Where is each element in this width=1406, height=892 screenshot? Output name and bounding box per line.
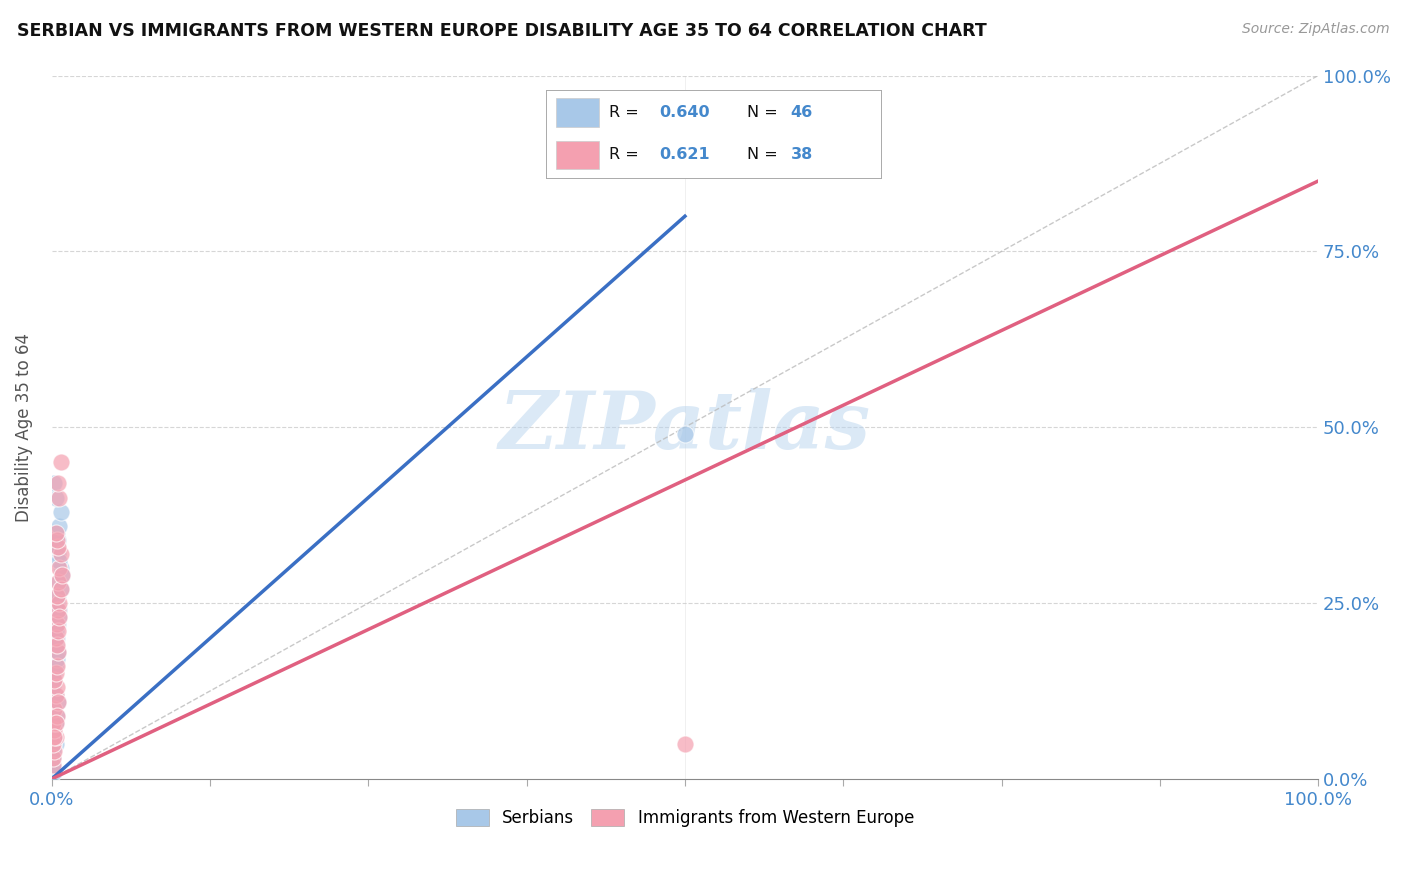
Point: [46, 540, 69, 554]
Point: [45, 659, 67, 673]
Point: [45, 652, 67, 666]
Point: [45, 540, 67, 554]
Point: [45, 659, 67, 673]
Point: [45, 688, 67, 702]
Point: [48, 610, 70, 624]
Point: [46, 533, 69, 547]
Point: [45, 730, 67, 744]
Text: Source: ZipAtlas.com: Source: ZipAtlas.com: [1241, 22, 1389, 37]
Point: [48, 596, 70, 610]
Point: [51, 568, 73, 582]
Y-axis label: Disability Age 35 to 64: Disability Age 35 to 64: [15, 333, 32, 522]
Point: [44, 701, 66, 715]
Point: [46, 603, 69, 617]
Point: [45, 589, 67, 603]
Point: [46, 624, 69, 639]
Point: [45, 617, 67, 632]
Point: [48, 518, 70, 533]
Point: [45, 688, 67, 702]
Point: [42, 757, 65, 772]
Point: [44, 476, 66, 491]
Point: [45, 596, 67, 610]
Legend: Serbians, Immigrants from Western Europe: Serbians, Immigrants from Western Europe: [449, 803, 921, 834]
Text: SERBIAN VS IMMIGRANTS FROM WESTERN EUROPE DISABILITY AGE 35 TO 64 CORRELATION CH: SERBIAN VS IMMIGRANTS FROM WESTERN EUROP…: [17, 22, 987, 40]
Point: [46, 645, 69, 659]
Point: [46, 574, 69, 589]
Point: [46, 589, 69, 603]
Point: [48, 561, 70, 575]
Point: [44, 723, 66, 737]
Point: [45, 525, 67, 540]
Point: [49, 505, 72, 519]
Point: [49, 582, 72, 596]
Point: [46, 694, 69, 708]
Point: [42, 723, 65, 737]
Point: [48, 603, 70, 617]
Point: [45, 533, 67, 547]
Text: ZIPatlas: ZIPatlas: [499, 389, 870, 466]
Point: [44, 730, 66, 744]
Point: [42, 715, 65, 730]
Point: [49, 455, 72, 469]
Point: [44, 730, 66, 744]
Point: [46, 645, 69, 659]
Point: [51, 568, 73, 582]
Point: [42, 744, 65, 758]
Point: [46, 476, 69, 491]
Point: [45, 715, 67, 730]
Point: [42, 715, 65, 730]
Point: [48, 574, 70, 589]
Point: [44, 730, 66, 744]
Point: [42, 757, 65, 772]
Point: [46, 617, 69, 632]
Point: [45, 632, 67, 646]
Point: [49, 582, 72, 596]
Point: [45, 715, 67, 730]
Point: [46, 547, 69, 561]
Point: [45, 638, 67, 652]
Point: [42, 744, 65, 758]
Point: [48, 610, 70, 624]
Point: [42, 751, 65, 765]
Point: [45, 638, 67, 652]
Point: [42, 751, 65, 765]
Point: [48, 491, 70, 505]
Point: [45, 632, 67, 646]
Point: [42, 737, 65, 751]
Point: [42, 751, 65, 765]
Point: [45, 525, 67, 540]
Point: [46, 694, 69, 708]
Point: [45, 708, 67, 723]
Point: [49, 547, 72, 561]
Point: [45, 681, 67, 695]
Point: [48, 554, 70, 568]
Point: [673, 737, 696, 751]
Point: [45, 624, 67, 639]
Point: [45, 491, 67, 505]
Point: [673, 427, 696, 442]
Point: [44, 666, 66, 681]
Point: [44, 701, 66, 715]
Point: [44, 744, 66, 758]
Point: [44, 673, 66, 688]
Point: [42, 757, 65, 772]
Point: [45, 737, 67, 751]
Point: [45, 666, 67, 681]
Point: [42, 681, 65, 695]
Point: [49, 561, 72, 575]
Point: [44, 764, 66, 779]
Point: [45, 708, 67, 723]
Point: [44, 673, 66, 688]
Point: [42, 737, 65, 751]
